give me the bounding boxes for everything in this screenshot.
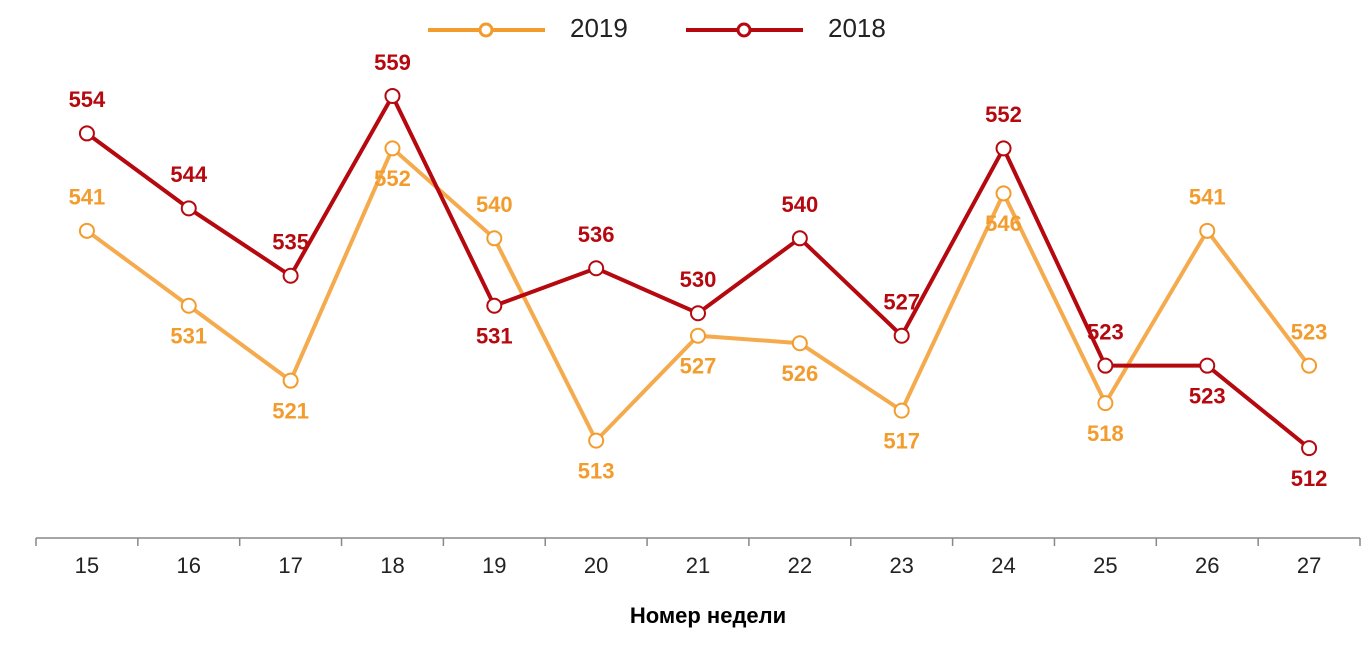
data-label: 523 <box>1189 383 1226 408</box>
point <box>893 402 910 419</box>
point <box>791 230 808 247</box>
x-tick-label: 19 <box>482 553 506 578</box>
data-label: 526 <box>781 361 818 386</box>
point <box>1199 357 1216 374</box>
point <box>995 140 1012 157</box>
point <box>690 327 706 344</box>
legend-marker <box>478 22 494 38</box>
x-tick-label: 16 <box>177 553 201 578</box>
x-tick-label: 23 <box>889 553 913 578</box>
point <box>1199 222 1216 239</box>
point <box>588 432 605 449</box>
point <box>690 305 706 322</box>
point <box>180 297 197 314</box>
x-tick-label: 25 <box>1093 553 1117 578</box>
x-axis-title: Номер недели <box>630 603 786 628</box>
x-tick-label: 18 <box>380 553 404 578</box>
point <box>78 222 95 239</box>
data-label: 536 <box>578 222 615 247</box>
data-label: 540 <box>476 192 513 217</box>
data-label: 552 <box>985 102 1022 127</box>
legend-label: 2019 <box>570 13 628 43</box>
point <box>1301 357 1318 374</box>
x-tick-label: 21 <box>686 553 710 578</box>
data-label: 559 <box>374 50 411 75</box>
point <box>384 87 401 104</box>
x-tick-label: 20 <box>584 553 608 578</box>
data-label: 531 <box>476 324 513 349</box>
data-label: 518 <box>1087 421 1124 446</box>
x-tick-label: 27 <box>1297 553 1321 578</box>
x-tick-label: 26 <box>1195 553 1219 578</box>
x-tick-label: 22 <box>788 553 812 578</box>
line-series <box>85 145 1311 445</box>
point <box>588 260 605 277</box>
data-label: 527 <box>680 354 717 379</box>
data-label: 541 <box>1189 185 1226 210</box>
point <box>893 327 910 344</box>
data-label: 531 <box>170 324 207 349</box>
data-label: 523 <box>1291 319 1328 344</box>
data-label: 546 <box>985 211 1022 236</box>
point <box>486 297 503 314</box>
point <box>1301 440 1318 457</box>
data-label: 530 <box>680 267 717 292</box>
data-label: 540 <box>781 192 818 217</box>
point <box>384 140 401 157</box>
data-label: 535 <box>272 230 309 255</box>
point <box>78 125 95 142</box>
data-label: 527 <box>883 290 920 315</box>
point <box>282 267 299 284</box>
x-tick-label: 15 <box>75 553 99 578</box>
data-label: 523 <box>1087 319 1124 344</box>
legend-label: 2018 <box>828 13 886 43</box>
data-label: 552 <box>374 166 411 191</box>
legend-marker <box>736 22 752 38</box>
data-label: 554 <box>69 87 106 112</box>
x-tick-label: 17 <box>278 553 302 578</box>
data-label: 521 <box>272 398 309 423</box>
point <box>180 200 197 217</box>
point <box>1097 357 1114 374</box>
point <box>486 230 503 247</box>
data-label: 517 <box>883 428 920 453</box>
data-label: 544 <box>170 162 207 187</box>
data-label: 512 <box>1291 466 1328 491</box>
data-label: 513 <box>578 458 615 483</box>
data-label: 541 <box>69 185 106 210</box>
point <box>995 185 1012 202</box>
point <box>282 372 299 389</box>
x-tick-label: 24 <box>991 553 1015 578</box>
point <box>791 335 808 352</box>
point <box>1097 395 1114 412</box>
